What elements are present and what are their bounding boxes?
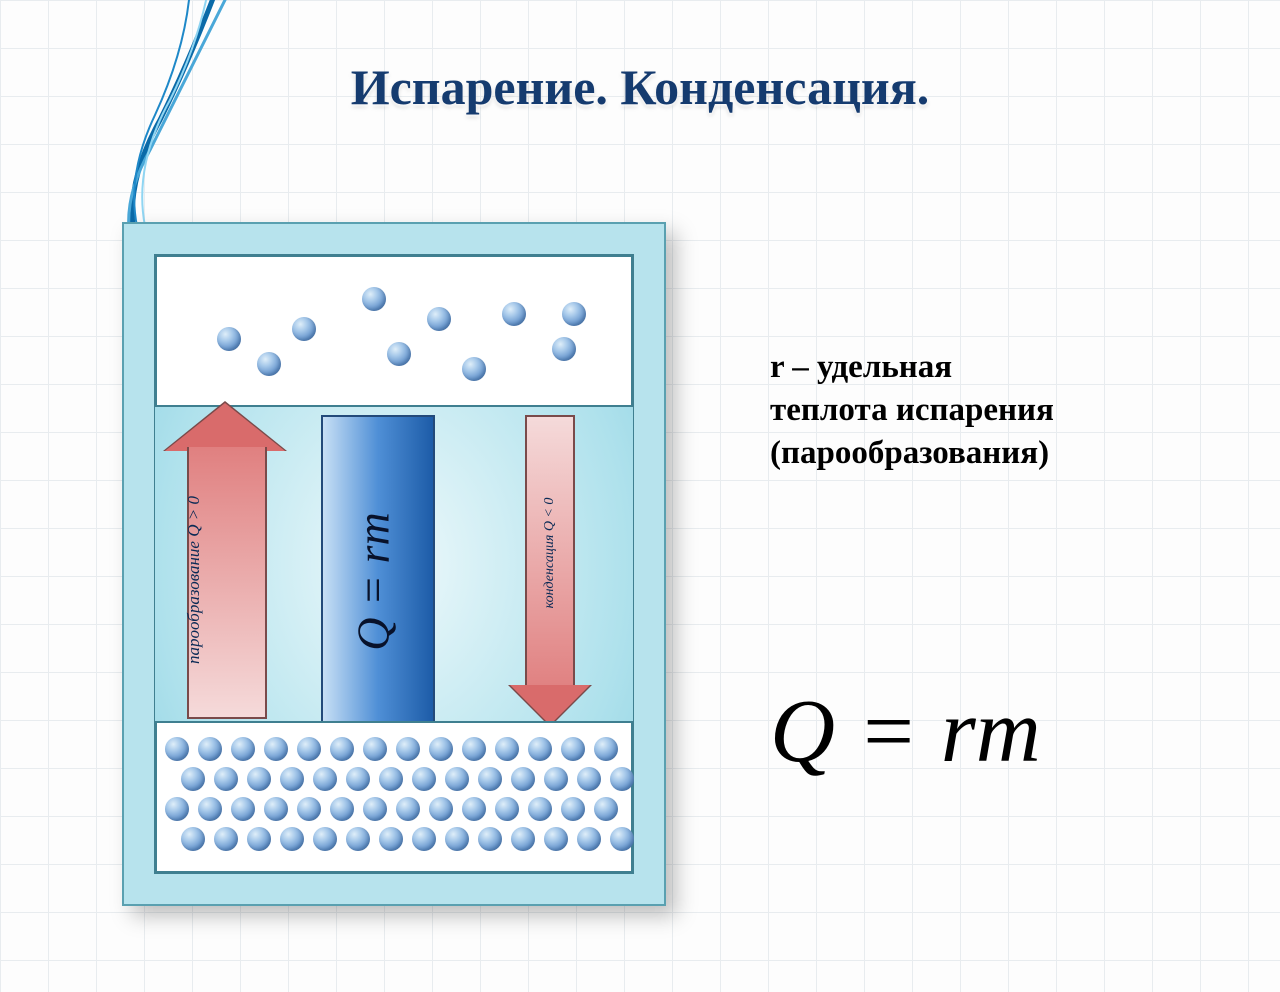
molecule [544,767,568,791]
molecule [247,767,271,791]
arrow-down-label: конденсация Q < 0 [542,448,558,658]
molecule [427,307,451,331]
definition-line-1: r – удельная [770,349,952,385]
molecule [214,827,238,851]
molecule [412,767,436,791]
molecule [502,302,526,326]
molecule [313,767,337,791]
molecule [462,797,486,821]
molecule [528,737,552,761]
molecule [231,737,255,761]
molecule [247,827,271,851]
molecule [577,767,601,791]
molecule [330,737,354,761]
molecule [313,827,337,851]
definition-text: r – удельная теплота испарения (парообра… [770,346,1240,475]
molecule [346,827,370,851]
molecule [362,287,386,311]
molecule [330,797,354,821]
molecule [445,767,469,791]
molecule [257,352,281,376]
molecule [346,767,370,791]
molecule [280,767,304,791]
molecule [292,317,316,341]
molecule [297,797,321,821]
molecule [562,302,586,326]
molecule [462,357,486,381]
molecule [379,767,403,791]
molecule [165,797,189,821]
molecule [495,737,519,761]
arrow-up-head [165,403,285,451]
molecule [198,737,222,761]
molecule [594,797,618,821]
molecule [610,827,634,851]
molecule [429,797,453,821]
molecule [231,797,255,821]
molecule [544,827,568,851]
molecule [561,797,585,821]
gas-panel [155,255,633,407]
molecule [165,737,189,761]
molecule [280,827,304,851]
molecule [181,767,205,791]
molecule [552,337,576,361]
molecule [264,797,288,821]
molecule [214,767,238,791]
molecule [363,797,387,821]
molecule [445,827,469,851]
molecule [198,797,222,821]
molecule [412,827,436,851]
definition-line-3: (парообразования) [770,435,1049,471]
diagram-card: парообразование Q > 0 Q = rm конденсация… [122,222,666,906]
molecule [594,737,618,761]
liquid-panel [155,721,633,873]
formula-box-label: Q = rm [347,472,400,692]
definition-line-2: теплота испарения [770,392,1054,428]
molecule [577,827,601,851]
molecule [561,737,585,761]
page-title: Испарение. Конденсация. [0,58,1280,116]
molecule [462,737,486,761]
main-formula: Q = rm [770,680,1041,783]
molecule [379,827,403,851]
molecule [396,797,420,821]
molecule [264,737,288,761]
molecule [495,797,519,821]
diagram-inner: парообразование Q > 0 Q = rm конденсация… [154,254,634,874]
arrow-up-label: парообразование Q > 0 [184,465,204,695]
molecule [396,737,420,761]
slide: Испарение. Конденсация. парообразование … [0,0,1280,992]
molecule [528,797,552,821]
molecule [478,767,502,791]
molecule [610,767,634,791]
molecule [478,827,502,851]
molecule [511,827,535,851]
molecule [363,737,387,761]
molecule [387,342,411,366]
molecule [511,767,535,791]
molecule [429,737,453,761]
molecule [297,737,321,761]
arrow-down-head [510,685,590,725]
molecule [217,327,241,351]
molecule [181,827,205,851]
